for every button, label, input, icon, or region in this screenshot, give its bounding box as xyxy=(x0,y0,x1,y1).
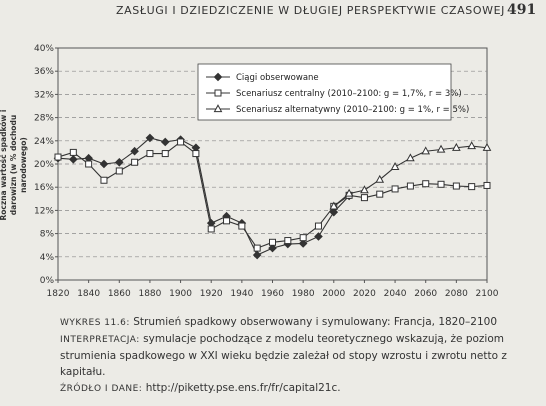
series-2-point xyxy=(299,234,307,242)
y-tick-label: 36% xyxy=(34,67,54,77)
x-tick-label: 1900 xyxy=(169,289,192,299)
series-2-point xyxy=(131,158,139,166)
figure-label: WYKRES 11.6: xyxy=(60,318,130,328)
series-2-point xyxy=(69,148,77,156)
series-2-point xyxy=(192,150,200,158)
series-2-point xyxy=(483,181,491,189)
series-3-point xyxy=(436,144,446,153)
series-1-point xyxy=(99,159,109,169)
x-tick-label: 1860 xyxy=(108,289,131,299)
x-tick-label: 1980 xyxy=(292,289,315,299)
figure-title: Strumień spadkowy obserwowany i symulowa… xyxy=(133,316,498,328)
legend-marker xyxy=(213,72,223,82)
interpretation-text: symulacje pochodzące z modelu teoretyczn… xyxy=(60,333,507,378)
interpretation-row: INTERPRETACJA: symulacje pochodzące z mo… xyxy=(60,331,540,380)
series-3-point xyxy=(467,141,477,150)
series-2-point xyxy=(284,237,292,245)
x-tick-label: 1840 xyxy=(77,289,100,299)
series-3-point xyxy=(390,162,400,170)
figure-caption: WYKRES 11.6: Strumień spadkowy obserwowa… xyxy=(60,314,540,397)
y-tick-label: 24% xyxy=(34,137,54,147)
series-2-point xyxy=(452,182,460,190)
source-row: ŹRÓDŁO I DANE: http://piketty.pse.ens.fr… xyxy=(60,380,540,397)
interpretation-label: INTERPRETACJA: xyxy=(60,335,140,345)
series-3-point xyxy=(375,174,385,183)
legend-entry: Scenariusz alternatywny (2010–2100: g = … xyxy=(236,105,469,115)
x-tick-label: 1920 xyxy=(200,289,223,299)
series-2-point xyxy=(437,180,445,188)
series-2-point xyxy=(314,222,322,230)
series-2-point xyxy=(253,244,261,252)
y-tick-label: 28% xyxy=(34,114,54,124)
legend-box xyxy=(197,63,452,121)
legend-entry: Ciągi obserwowane xyxy=(236,73,319,83)
series-2-point xyxy=(146,150,154,158)
series-3-point xyxy=(344,188,354,197)
x-tick-label: 2060 xyxy=(414,289,437,299)
source-text: http://piketty.pse.ens.fr/fr/capital21c. xyxy=(145,382,341,394)
x-tick-label: 2000 xyxy=(322,289,345,299)
legend-marker xyxy=(214,89,222,97)
series-3-point xyxy=(360,185,369,194)
series-1-point xyxy=(130,146,139,156)
series-3-point xyxy=(452,142,461,151)
x-tick-label: 2100 xyxy=(476,289,499,299)
x-tick-label: 2040 xyxy=(384,289,407,299)
series-3-point xyxy=(329,201,339,210)
series-2-point xyxy=(85,160,93,168)
x-tick-label: 1820 xyxy=(47,289,70,299)
x-tick-label: 1940 xyxy=(230,289,253,299)
x-tick-label: 2020 xyxy=(353,289,376,299)
series-1-point xyxy=(252,250,262,260)
series-2-point xyxy=(360,194,368,202)
series-2-point xyxy=(269,238,276,246)
y-tick-label: 16% xyxy=(34,183,54,193)
y-tick-label: 12% xyxy=(34,206,54,216)
legend-marker xyxy=(213,104,223,113)
series-1-point xyxy=(114,157,124,167)
series-1-point xyxy=(160,137,170,147)
y-tick-label: 20% xyxy=(34,160,54,170)
x-tick-label: 2080 xyxy=(445,289,468,299)
series-3-point xyxy=(482,142,492,151)
page-number: 491 xyxy=(507,2,537,18)
series-1-point xyxy=(268,243,277,253)
series-2-point xyxy=(161,150,169,158)
series-2-point xyxy=(177,138,185,146)
series-1-point xyxy=(69,155,78,164)
running-head: ZASŁUGI I DZIEDZICZENIE W DŁUGIEJ PERSPE… xyxy=(116,4,505,17)
series-1-point xyxy=(329,207,339,217)
series-2-point xyxy=(207,225,215,233)
series-2-point xyxy=(223,217,231,225)
legend-entry: Scenariusz centralny (2010–2100: g = 1,7… xyxy=(236,89,462,99)
series-2-point xyxy=(422,180,430,188)
series-2-point xyxy=(100,176,108,184)
y-tick-label: 40% xyxy=(34,44,54,54)
y-tick-label: 0% xyxy=(40,276,55,286)
series-2-point xyxy=(391,185,399,193)
y-tick-label: 8% xyxy=(40,230,55,240)
series-1-point xyxy=(314,232,323,241)
figure-title-row: WYKRES 11.6: Strumień spadkowy obserwowa… xyxy=(60,314,540,331)
series-2-point xyxy=(406,182,414,190)
series-2-point xyxy=(468,183,476,191)
series-2-point xyxy=(54,153,62,161)
line-chart: 0% 4% 8% 12% 16% 20% 24% 28% 32% 36% 40% 1820 1840 18… xyxy=(34,44,499,299)
series-3-point xyxy=(421,146,431,155)
series-1-point xyxy=(145,133,155,143)
series-2-point xyxy=(115,167,123,175)
y-tick-label: 4% xyxy=(40,253,55,263)
y-tick-label: 32% xyxy=(34,90,54,100)
series-2-point xyxy=(238,222,246,230)
x-tick-label: 1880 xyxy=(138,289,161,299)
source-label: ŹRÓDŁO I DANE: xyxy=(60,384,143,394)
x-tick-label: 1960 xyxy=(261,289,284,299)
series-1-point xyxy=(298,239,308,248)
series-2-point xyxy=(376,190,384,198)
series-3-point xyxy=(406,153,415,162)
series-line-2 xyxy=(57,141,488,249)
